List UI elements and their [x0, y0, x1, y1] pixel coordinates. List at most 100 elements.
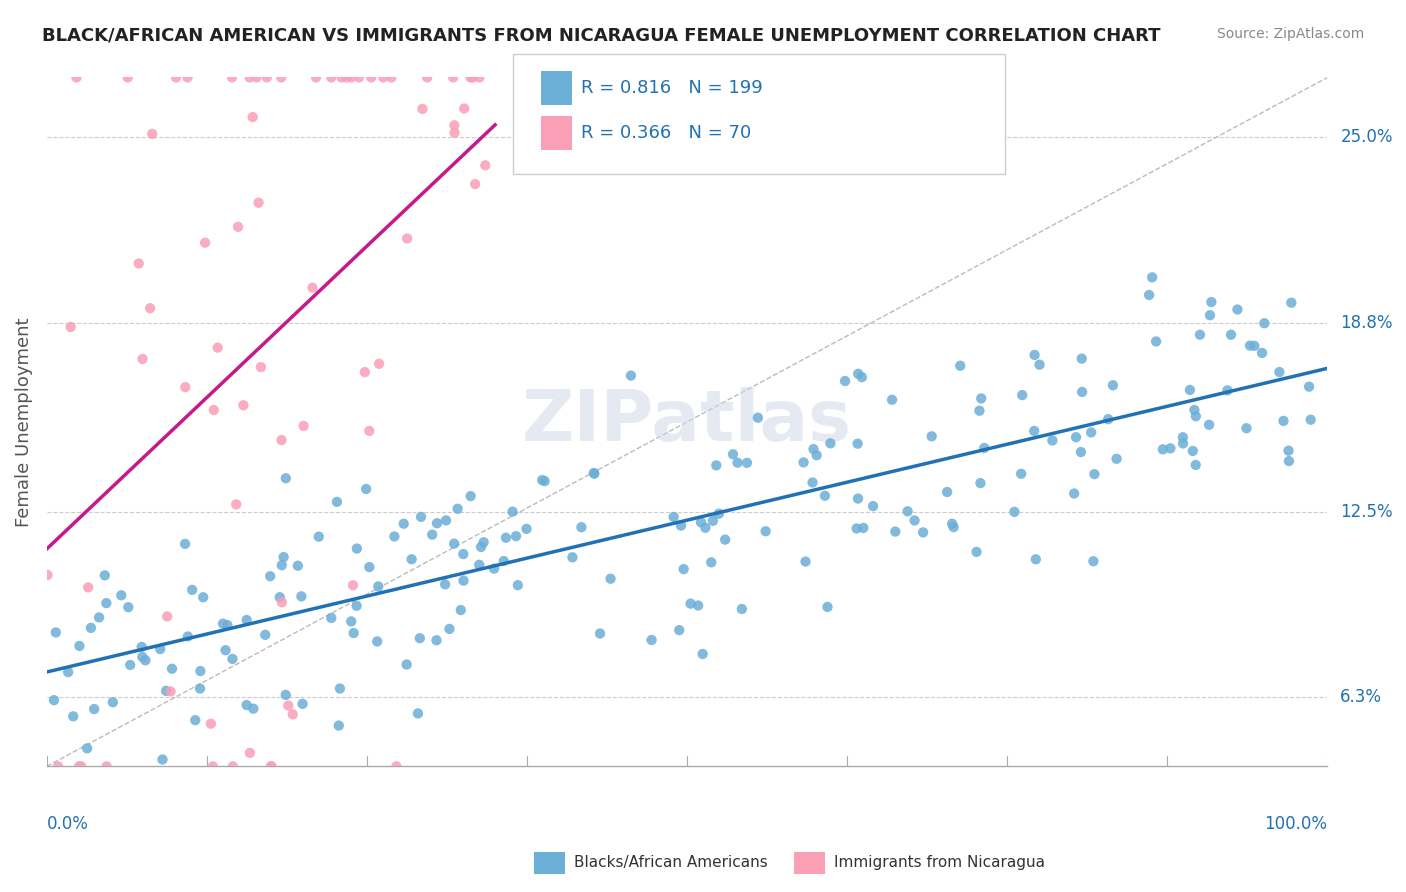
- Point: [406, 706, 429, 721]
- Point: [640, 632, 662, 647]
- Point: [1253, 316, 1275, 330]
- Point: [177, 630, 200, 644]
- Point: [1220, 327, 1243, 342]
- Point: [193, 591, 215, 605]
- Point: [434, 513, 457, 527]
- Point: [409, 631, 432, 645]
- Point: [1080, 425, 1102, 440]
- Point: [346, 541, 368, 556]
- Point: [340, 615, 363, 629]
- Point: [409, 509, 432, 524]
- Point: [1011, 388, 1033, 402]
- Point: [714, 533, 737, 547]
- Point: [42, 693, 65, 707]
- Point: [692, 647, 714, 661]
- Point: [453, 102, 475, 116]
- Point: [367, 579, 389, 593]
- Point: [380, 70, 402, 85]
- Point: [912, 525, 935, 540]
- Point: [1024, 424, 1046, 438]
- Text: R = 0.366   N = 70: R = 0.366 N = 70: [581, 124, 751, 142]
- Point: [443, 118, 465, 132]
- Point: [202, 403, 225, 417]
- Point: [131, 640, 153, 654]
- Point: [1251, 346, 1274, 360]
- Point: [1063, 486, 1085, 500]
- Point: [1279, 295, 1302, 310]
- Point: [704, 458, 727, 473]
- Point: [817, 599, 839, 614]
- Point: [1239, 338, 1261, 352]
- Point: [1272, 414, 1295, 428]
- Point: [1201, 295, 1223, 310]
- Point: [1226, 302, 1249, 317]
- Text: ZIPatlas: ZIPatlas: [522, 387, 852, 457]
- Point: [453, 574, 475, 588]
- Point: [194, 235, 217, 250]
- Point: [69, 639, 91, 653]
- Point: [966, 545, 988, 559]
- Point: [222, 759, 245, 773]
- Point: [217, 618, 239, 632]
- Point: [346, 599, 368, 613]
- Point: [583, 467, 606, 481]
- Point: [1298, 379, 1320, 393]
- Point: [181, 582, 204, 597]
- Point: [83, 702, 105, 716]
- Point: [239, 746, 262, 760]
- Point: [439, 622, 461, 636]
- Point: [45, 625, 67, 640]
- Point: [679, 597, 702, 611]
- Point: [1140, 270, 1163, 285]
- Point: [747, 410, 769, 425]
- Point: [793, 455, 815, 469]
- Point: [1070, 351, 1092, 366]
- Point: [343, 626, 366, 640]
- Point: [76, 741, 98, 756]
- Point: [1185, 409, 1208, 424]
- Point: [474, 158, 496, 172]
- Point: [1102, 378, 1125, 392]
- Point: [269, 591, 291, 605]
- Point: [921, 429, 943, 443]
- Point: [65, 70, 87, 85]
- Point: [846, 367, 869, 381]
- Point: [1071, 384, 1094, 399]
- Point: [1159, 442, 1181, 456]
- Point: [131, 650, 153, 665]
- Point: [416, 70, 439, 85]
- Point: [461, 70, 484, 85]
- Point: [1137, 288, 1160, 302]
- Point: [321, 70, 343, 85]
- Text: Source: ZipAtlas.com: Source: ZipAtlas.com: [1216, 27, 1364, 41]
- Point: [232, 398, 254, 412]
- Point: [117, 70, 139, 85]
- Point: [328, 718, 350, 732]
- Point: [1144, 334, 1167, 349]
- Point: [1070, 445, 1092, 459]
- Point: [305, 70, 328, 85]
- Point: [301, 281, 323, 295]
- Point: [46, 759, 69, 773]
- Point: [87, 610, 110, 624]
- Point: [1064, 430, 1087, 444]
- Point: [897, 504, 920, 518]
- Point: [235, 698, 257, 712]
- Point: [1083, 554, 1105, 568]
- Point: [846, 491, 869, 506]
- Point: [117, 600, 139, 615]
- Point: [340, 70, 363, 85]
- Point: [245, 70, 267, 85]
- Point: [156, 609, 179, 624]
- Point: [1199, 308, 1222, 322]
- Point: [735, 456, 758, 470]
- Point: [460, 70, 482, 85]
- Point: [443, 126, 465, 140]
- Point: [174, 537, 197, 551]
- Point: [862, 499, 884, 513]
- Point: [292, 419, 315, 434]
- Point: [274, 688, 297, 702]
- Point: [80, 621, 103, 635]
- Point: [1278, 454, 1301, 468]
- Point: [794, 555, 817, 569]
